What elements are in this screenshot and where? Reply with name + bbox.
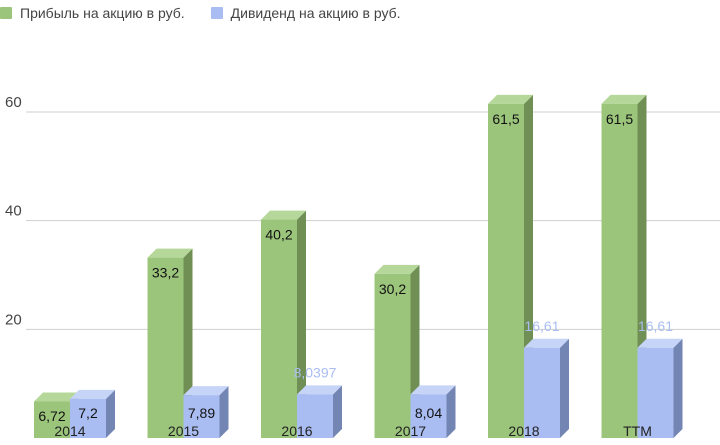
y-tick-label-60: 60 <box>5 94 22 111</box>
data-label-dividend-TTM: 16,61 <box>638 318 673 334</box>
chart-legend: Прибыль на акцию в руб. Дивиденд на акци… <box>0 0 427 26</box>
y-tick-label-20: 20 <box>5 311 22 328</box>
bar-profit-2016 <box>261 219 297 438</box>
x-tick-label-2017: 2017 <box>395 423 426 439</box>
bar-dividend-2017-top <box>410 385 456 395</box>
data-label-profit-2018: 61,5 <box>492 111 519 127</box>
bar-dividend-2014-top <box>70 389 115 399</box>
bar-dividend-2016-side <box>333 385 342 438</box>
legend-swatch-profit <box>0 7 12 19</box>
data-label-dividend-2014: 7,2 <box>78 405 98 421</box>
bar-profit-TTM-top <box>601 94 647 104</box>
bar-dividend-2014-side <box>106 389 115 438</box>
bar-dividend-TTM-top <box>637 338 683 348</box>
bar-dividend-2016 <box>297 394 333 438</box>
bar-profit-2018-top <box>488 94 533 104</box>
data-label-profit-2015: 33,2 <box>152 265 179 281</box>
x-tick-label-2018: 2018 <box>508 423 539 439</box>
bar-dividend-2015-side <box>219 386 229 438</box>
legend-item-dividend[interactable]: Дивиденд на акцию в руб. <box>210 5 401 21</box>
bar-profit-2018 <box>488 103 524 438</box>
bar-dividend-2018 <box>524 347 560 438</box>
bar-dividend-2015 <box>183 395 220 438</box>
bar-dividend-TTM <box>637 347 674 438</box>
data-label-dividend-2016: 8,0397 <box>294 364 337 380</box>
data-label-dividend-2015: 7,89 <box>188 405 215 421</box>
data-label-profit-2016: 40,2 <box>265 227 292 243</box>
bar-dividend-2017-side <box>446 385 456 438</box>
bar-dividend-2018-top <box>524 338 569 348</box>
bar-profit-2017-top <box>374 264 420 274</box>
legend-swatch-dividend <box>210 7 223 19</box>
x-tick-label-2016: 2016 <box>281 423 312 439</box>
data-label-dividend-2018: 16,61 <box>524 318 559 334</box>
bar-dividend-2014 <box>70 398 106 438</box>
bar-dividend-2017 <box>410 394 447 438</box>
bar-profit-2017 <box>374 273 411 438</box>
bar-profit-2015 <box>147 257 184 438</box>
x-tick-label-2014: 2014 <box>54 423 85 439</box>
legend-item-profit[interactable]: Прибыль на акцию в руб. <box>0 5 185 21</box>
bar-dividend-2016-top <box>297 385 342 395</box>
legend-label-dividend: Дивиденд на акцию в руб. <box>230 5 401 21</box>
bar-profit-2014-top <box>34 392 79 402</box>
x-tick-label-2015: 2015 <box>168 423 199 439</box>
bar-dividend-2015-top <box>183 386 229 396</box>
bar-profit-2015-top <box>147 248 193 258</box>
data-label-profit-TTM: 61,5 <box>606 111 633 127</box>
data-label-profit-2014: 6,72 <box>38 408 65 424</box>
bar-dividend-TTM-side <box>673 338 683 438</box>
bar-profit-2016-side <box>297 210 306 438</box>
legend-label-profit: Прибыль на акцию в руб. <box>20 5 185 21</box>
bar-profit-2014 <box>34 401 70 438</box>
x-tick-label-TTM: TTM <box>623 423 652 439</box>
data-label-dividend-2017: 8,04 <box>415 405 442 421</box>
bar-profit-2016-top <box>261 210 306 220</box>
bar-profit-TTM <box>601 103 638 438</box>
bar-dividend-2018-side <box>560 338 569 438</box>
y-tick-label-40: 40 <box>5 203 22 220</box>
data-label-profit-2017: 30,2 <box>379 281 406 297</box>
